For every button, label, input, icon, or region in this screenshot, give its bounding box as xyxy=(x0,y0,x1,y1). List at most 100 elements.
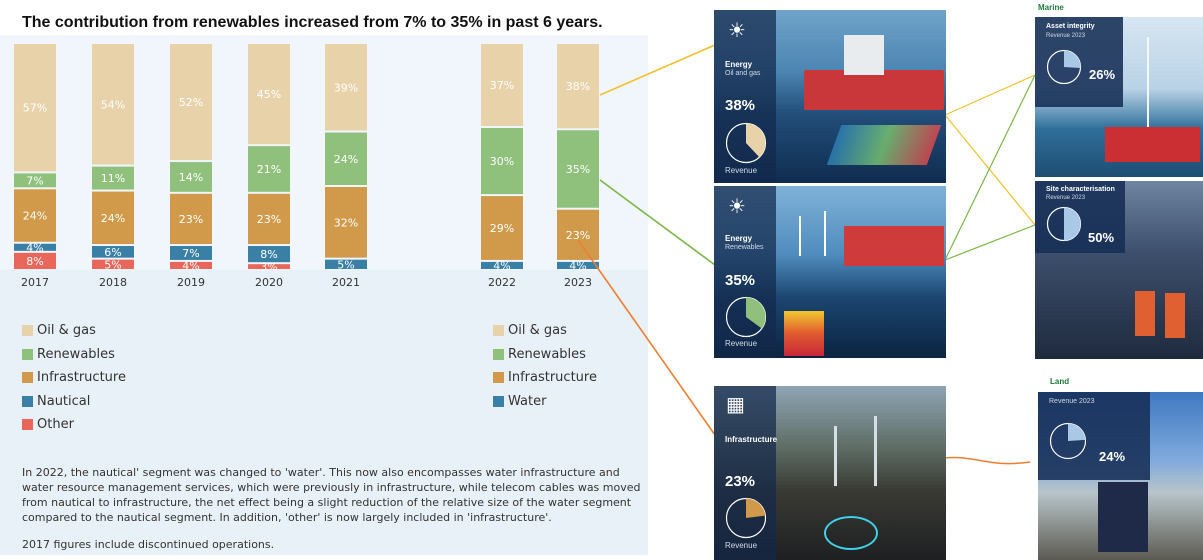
legend-label: Infrastructure xyxy=(37,370,126,386)
turbine-shape xyxy=(824,211,826,256)
bar-label-2018-2: 24% xyxy=(101,212,125,225)
tile-energy-renewables: ☀ Energy Renewables 35% Revenue xyxy=(714,186,946,358)
legend-swatch xyxy=(22,348,33,360)
bar-label-2020-1: 8% xyxy=(260,248,277,261)
bar-segment-2020-4 xyxy=(248,44,290,145)
bar-label-2023-1: 4% xyxy=(569,259,586,272)
lightbulb-icon: ☀ xyxy=(728,196,746,218)
legend-item: Renewables xyxy=(22,343,126,367)
pie-slice xyxy=(1064,50,1081,69)
legend-swatch xyxy=(22,325,33,337)
land-sub: Revenue 2023 xyxy=(1049,398,1095,405)
x-tick-2023: 2023 xyxy=(564,276,592,289)
bar-label-2019-3: 14% xyxy=(179,171,203,184)
bar-segment-2017-1 xyxy=(14,243,56,251)
legend-left: Oil & gas Renewables Infrastructure Nautica… xyxy=(22,319,126,437)
tile-asset-integrity: Asset integrity Revenue 2023 26% xyxy=(1035,17,1203,177)
bar-segment-2020-0 xyxy=(248,264,290,269)
tile-infrastructure: ▦ Infrastructure 23% Revenue xyxy=(714,386,946,560)
site-characterisation-sub: Revenue 2023 xyxy=(1046,195,1086,201)
bar-label-2017-0: 8% xyxy=(26,255,43,268)
pie-slice xyxy=(746,498,766,518)
bar-segment-2022-2 xyxy=(481,196,523,260)
segment-subtitle: Renewables xyxy=(725,244,764,251)
bar-label-2021-2: 32% xyxy=(334,216,358,229)
bar-segment-2018-2 xyxy=(92,191,134,245)
bar-label-2017-3: 7% xyxy=(26,174,43,187)
bar-label-2023-3: 35% xyxy=(566,163,590,176)
vessel-shape xyxy=(804,70,944,110)
x-tick-2019: 2019 xyxy=(177,276,205,289)
person-shape xyxy=(1165,293,1185,338)
legend-item: Nautical xyxy=(22,390,126,414)
pie-slice xyxy=(1068,423,1086,441)
segment-revenue-label: Revenue xyxy=(725,166,758,175)
turbine-shape xyxy=(1147,37,1149,127)
tile-land: Revenue 2023 24% xyxy=(1038,392,1203,560)
bar-label-2018-1: 6% xyxy=(104,246,121,259)
pie-slice xyxy=(1064,207,1081,241)
land-label: Land xyxy=(1050,377,1070,386)
pie-slice xyxy=(746,297,766,329)
land-pie xyxy=(1049,422,1087,460)
lightbulb-icon: ☀ xyxy=(728,20,746,42)
land-percent: 24% xyxy=(1099,449,1126,464)
bar-segment-2019-0 xyxy=(170,261,212,269)
tile-site-characterisation: Site characterisation Revenue 2023 50% xyxy=(1035,181,1203,359)
bar-label-2019-0: 4% xyxy=(182,259,199,272)
bar-label-2017-2: 24% xyxy=(23,210,47,223)
asset-integrity-title: Asset integrity xyxy=(1046,23,1095,30)
pylon-shape xyxy=(834,426,837,486)
legend-label: Renewables xyxy=(508,346,586,362)
bar-segment-2017-2 xyxy=(14,189,56,242)
asset-integrity-sub: Revenue 2023 xyxy=(1046,33,1086,39)
asset-integrity-percent: 26% xyxy=(1089,67,1116,82)
footnote-2: 2017 figures include discontinued operat… xyxy=(22,538,275,551)
connector-ren-to-site xyxy=(944,224,1036,261)
x-tick-2021: 2021 xyxy=(332,276,360,289)
segment-percent: 35% xyxy=(725,272,756,289)
bar-label-2023-2: 23% xyxy=(566,229,590,242)
vessel-shape xyxy=(1105,127,1200,162)
legend-item: Infrastructure xyxy=(22,366,126,390)
vessel-bridge-shape xyxy=(844,35,884,75)
x-tick-2018: 2018 xyxy=(99,276,127,289)
bar-label-2022-2: 29% xyxy=(490,222,514,235)
bar-label-2018-0: 5% xyxy=(104,258,121,271)
segment-percent: 23% xyxy=(725,473,756,490)
segment-title: Infrastructure xyxy=(725,435,778,444)
bar-label-2022-1: 4% xyxy=(493,259,510,272)
pie-slice xyxy=(746,123,766,158)
segment-pie-infrastructure xyxy=(725,497,767,539)
legend-swatch xyxy=(22,395,33,407)
x-tick-2022: 2022 xyxy=(488,276,516,289)
bar-label-2022-3: 30% xyxy=(490,155,514,168)
turbine-shape xyxy=(799,216,801,256)
legend-right: Oil & gas Renewables Infrastructure Water xyxy=(493,319,597,413)
segment-revenue-label: Revenue xyxy=(725,541,758,550)
connector-ren-to-asset xyxy=(944,74,1036,261)
segment-pie-oil-gas xyxy=(725,122,767,164)
bar-label-2018-4: 54% xyxy=(101,98,125,111)
bar-segment-2019-2 xyxy=(170,193,212,245)
segment-title: Energy xyxy=(725,234,753,243)
legend-label: Oil & gas xyxy=(508,323,567,339)
bar-label-2020-2: 23% xyxy=(257,213,281,226)
bar-label-2020-4: 45% xyxy=(257,88,281,101)
bar-segment-2019-4 xyxy=(170,44,212,161)
seabed-map-shape xyxy=(826,125,942,165)
bar-label-2022-4: 37% xyxy=(490,79,514,92)
bar-label-2018-3: 11% xyxy=(101,172,125,185)
bar-segment-2021-2 xyxy=(325,187,367,258)
monopile-shape xyxy=(784,311,824,356)
bar-segment-2021-1 xyxy=(325,259,367,269)
bar-segment-2018-4 xyxy=(92,44,134,165)
connector-infra-to-land xyxy=(944,456,1031,465)
bar-segment-2018-0 xyxy=(92,259,134,269)
person-shape xyxy=(1135,291,1155,336)
chart-panel: 8% 4% 24% 7% 57% 2017 5% 6% 24% 11% 54% 2018 4% 7% 23%… xyxy=(0,35,648,555)
legend-item: Oil & gas xyxy=(493,319,597,343)
legend-item: Oil & gas xyxy=(22,319,126,343)
vessel-shape xyxy=(844,226,944,266)
bar-label-2020-0: 3% xyxy=(260,261,277,274)
